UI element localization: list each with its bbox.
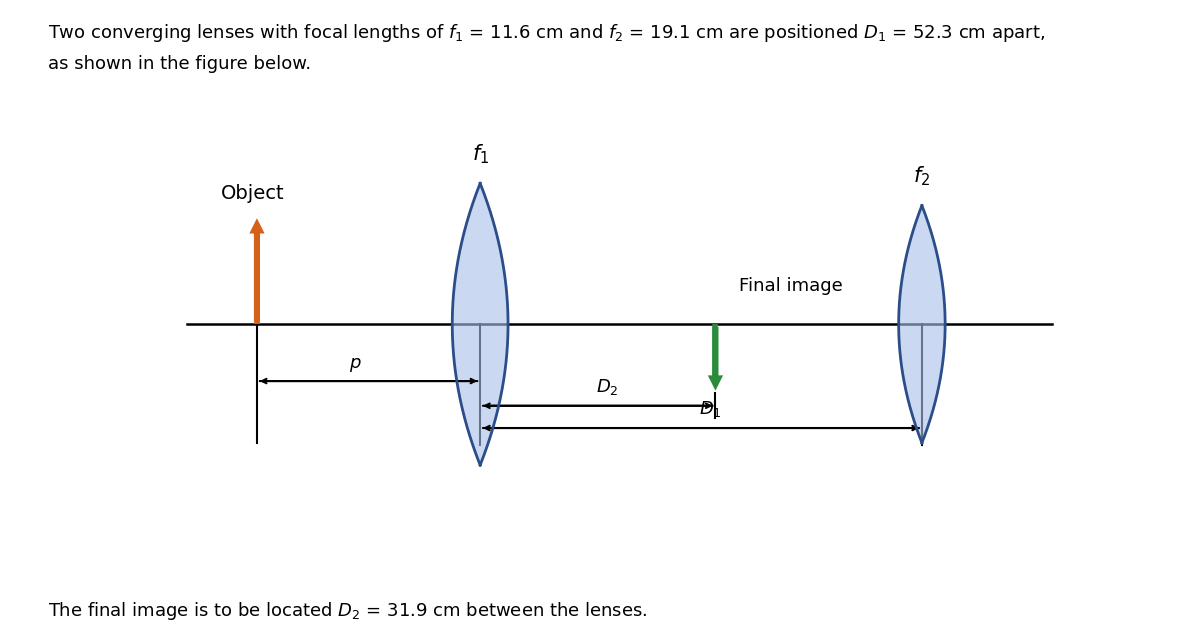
Text: $f_2$: $f_2$	[913, 164, 930, 188]
Text: Two converging lenses with focal lengths of $f_1$ = 11.6 cm and $f_2$ = 19.1 cm : Two converging lenses with focal lengths…	[48, 22, 1045, 44]
Text: Final image: Final image	[739, 277, 842, 295]
Text: $D_2$: $D_2$	[595, 377, 618, 397]
Polygon shape	[899, 205, 946, 443]
Text: The final image is to be located $D_2$ = 31.9 cm between the lenses.: The final image is to be located $D_2$ =…	[48, 600, 648, 622]
Text: p: p	[349, 354, 360, 372]
Text: Object: Object	[221, 184, 284, 203]
Text: $f_1$: $f_1$	[472, 143, 488, 166]
Text: as shown in the figure below.: as shown in the figure below.	[48, 55, 311, 73]
Text: $D_1$: $D_1$	[698, 399, 721, 419]
Polygon shape	[452, 184, 508, 465]
